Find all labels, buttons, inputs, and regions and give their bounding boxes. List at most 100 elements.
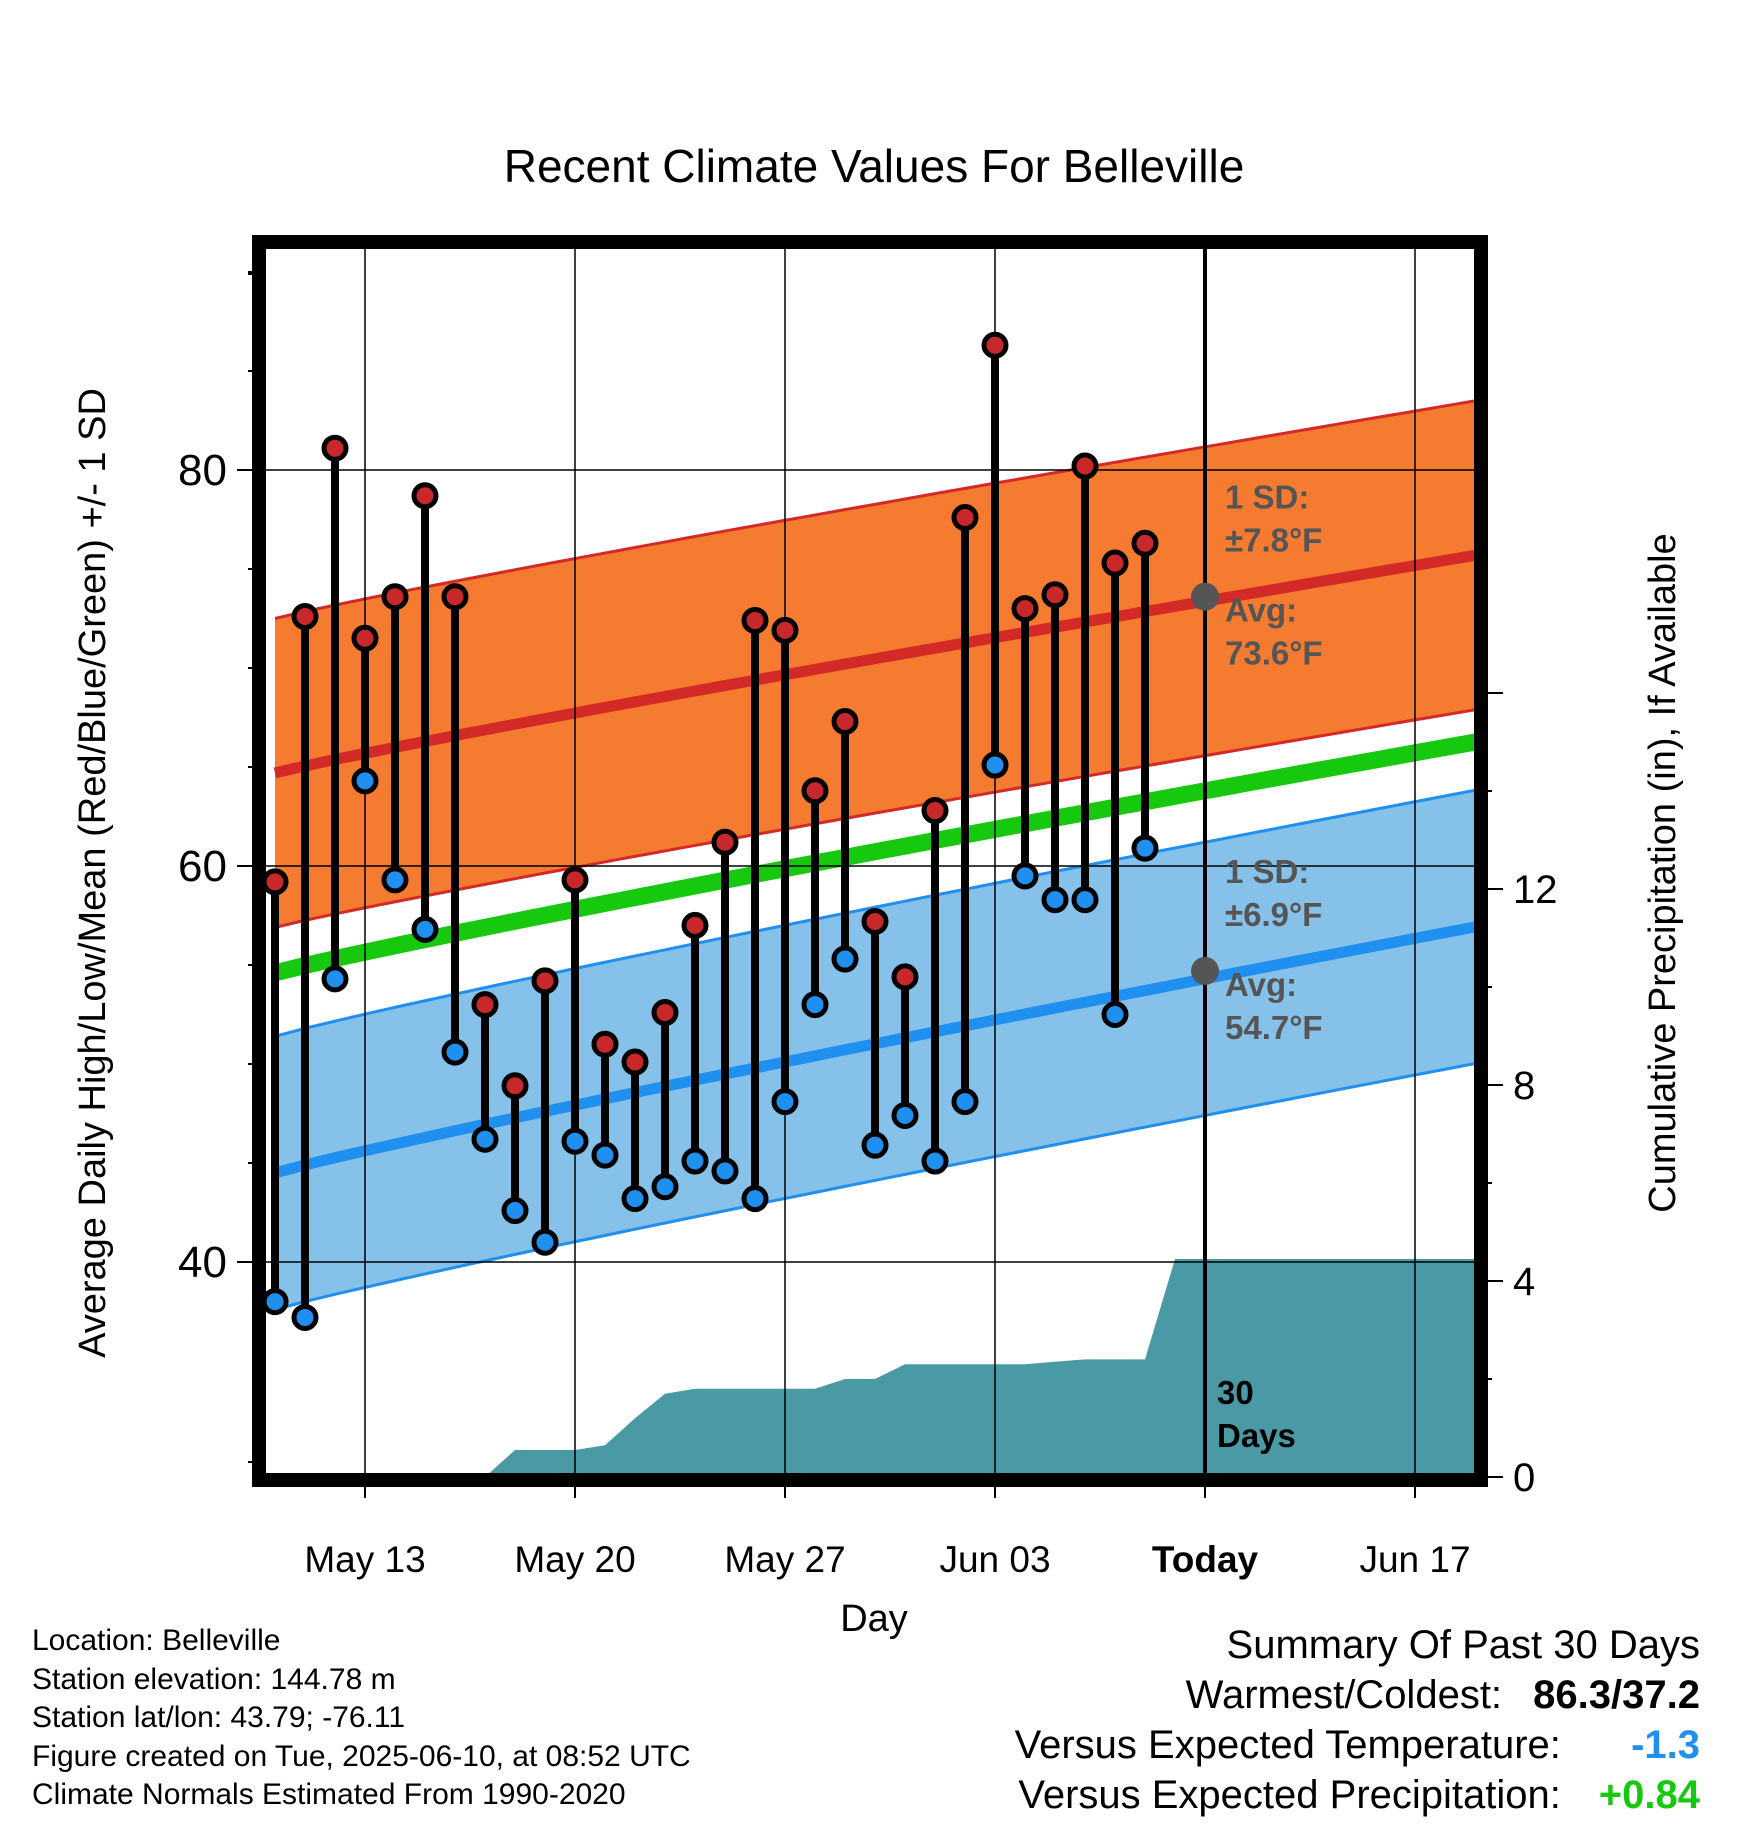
y-right-tick-label: 0 [1513,1456,1535,1500]
warmest-coldest-label: Warmest/Coldest: [1185,1673,1503,1717]
x-tick-label: May 13 [304,1539,425,1580]
observed-high-point [291,603,319,631]
high-avg-value: 73.6°F [1225,635,1323,672]
observed-low-point [651,1173,679,1201]
plot-inner: 1 SD: ±7.8°F Avg: 73.6°F 1 SD: ±6.9°F Avg: 54.7… [265,248,1475,1474]
observed-low-point [891,1101,919,1129]
x-tick-label: Jun 17 [1359,1539,1470,1580]
observed-high-point [711,828,739,856]
high-sd-label: 1 SD: [1225,479,1309,516]
latlon-text: Station lat/lon: 43.79; -76.11 [32,1701,406,1734]
low-avg-label: Avg: [1225,966,1297,1003]
observed-low-point [771,1088,799,1116]
normals-text: Climate Normals Estimated From 1990-2020 [32,1778,626,1811]
observed-low-point [321,965,349,993]
observed-low-point [1131,834,1159,862]
y-right-tick-label: 12 [1513,868,1558,912]
observed-high-point [771,616,799,644]
observed-high-point [1071,452,1099,480]
observed-high-point [1131,529,1159,557]
summary-warmest-coldest-row: Warmest/Coldest: 86.3/37.2 [1015,1670,1700,1720]
today-window-label: Days [1217,1417,1296,1454]
observed-high-point [981,331,1009,359]
observed-low-point [501,1197,529,1225]
elevation-text: Station elevation: 144.78 m [32,1662,396,1696]
observed-low-point [951,1088,979,1116]
observed-high-point [951,504,979,532]
low-sd-value: ±6.9°F [1225,896,1322,933]
observed-low-point [1101,1001,1129,1028]
observed-low-point [831,945,859,973]
observed-low-point [921,1147,949,1175]
observed-high-point [861,907,889,935]
temp-vs-expected-value: -1.3 [1631,1723,1700,1767]
plot-frame [252,235,1488,1487]
precip-vs-expected-label: Versus Expected Precipitation: [1018,1773,1561,1817]
observed-high-point [471,991,499,1019]
cumulative-precip-area [488,1259,1475,1474]
observed-low-point [1041,886,1069,914]
observed-low-point [1011,862,1039,890]
observed-high-point [501,1072,529,1100]
normal-high-lower-edge [274,708,1475,929]
observed-low-point [411,915,439,943]
y-right-tick-label: 8 [1513,1064,1535,1108]
station-info: Location: Belleville Station elevation: … [32,1622,691,1815]
observed-high-point [591,1030,619,1058]
warmest-coldest-value: 86.3/37.2 [1533,1673,1700,1717]
normal-high-upper-edge [274,399,1475,620]
observed-low-point [741,1185,769,1213]
observed-low-point [621,1185,649,1213]
observed-low-point [441,1038,469,1066]
x-tick-label: Jun 03 [939,1539,1050,1580]
observed-high-point [1011,595,1039,623]
created-text: Figure created on Tue, 2025-06-10, at 08… [32,1739,691,1773]
observed-high-point [741,606,769,634]
observed-low-point [591,1141,619,1169]
summary-temp-row: Versus Expected Temperature: -1.3 [1015,1720,1700,1770]
observed-low-point [561,1127,589,1155]
today-window-label: 30 [1217,1374,1254,1411]
y-left-tick-label: 60 [178,842,227,891]
observed-high-point [801,777,829,805]
high-avg-label: Avg: [1225,592,1297,629]
temp-vs-expected-label: Versus Expected Temperature: [1014,1723,1561,1767]
x-tick-label: Today [1152,1539,1259,1580]
observed-high-point [891,963,919,991]
observed-low-point [711,1157,739,1185]
observed-high-point [531,967,559,995]
observed-high-point [321,434,349,462]
observed-high-point [1101,549,1129,577]
observed-high-point [561,866,589,894]
low-avg-value: 54.7°F [1225,1009,1323,1046]
observed-low-point [801,991,829,1019]
x-tick-label: May 20 [514,1539,635,1580]
normal-low-upper-edge [274,788,1475,1038]
summary-precip-row: Versus Expected Precipitation: +0.84 [1015,1770,1700,1820]
x-tick-label: May 27 [724,1539,845,1580]
plot-area: 1 SD: ±7.8°F Avg: 73.6°F 1 SD: ±6.9°F Avg: 54.7… [178,235,1558,1580]
observed-low-point [531,1228,559,1256]
observed-low-point [1071,886,1099,914]
observed-low-point [291,1303,319,1331]
observed-low-point [265,1288,289,1316]
observed-low-point [381,866,409,894]
observed-high-point [921,797,949,825]
y-left-tick-label: 40 [178,1238,227,1287]
observed-high-point [381,583,409,611]
location-text: Location: Belleville [32,1624,281,1657]
observed-low-point [351,767,379,795]
observed-high-point [831,707,859,735]
observed-high-point [441,583,469,611]
observed-high-point [621,1048,649,1076]
today-high-average-marker [1191,582,1219,611]
observed-low-point [981,751,1009,779]
observed-low-point [681,1147,709,1175]
y-axis-right-label: Cumulative Precipitation (in), If Availa… [1642,533,1684,1212]
y-right-tick-label: 4 [1513,1260,1535,1304]
summary-panel: Summary Of Past 30 Days Warmest/Coldest:… [1015,1620,1700,1820]
normal-mean-line [272,733,1475,982]
x-axis-label: Day [840,1598,908,1640]
y-axis-left-label: Average Daily High/Low/Mean (Red/Blue/Gr… [72,388,114,1358]
observed-high-point [351,624,379,652]
